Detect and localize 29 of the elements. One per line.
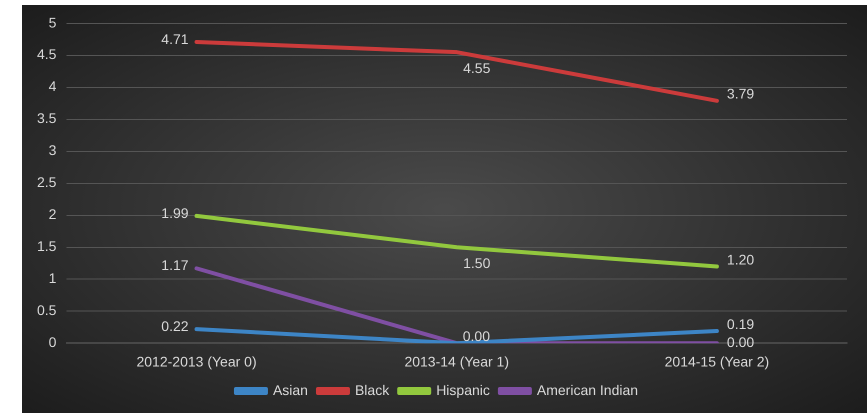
data-label: 0.22 — [161, 318, 189, 334]
data-label: 0.00 — [462, 328, 490, 344]
data-label: 0.19 — [726, 316, 754, 332]
y-tick-label: 1 — [48, 270, 57, 286]
x-tick-label: 2012-2013 (Year 0) — [136, 353, 257, 370]
data-label: 1.20 — [726, 251, 754, 268]
data-label: 1.99 — [161, 204, 189, 221]
data-label: 4.55 — [463, 60, 491, 76]
data-label: 1.50 — [463, 255, 491, 272]
y-tick-label: 2 — [48, 206, 57, 222]
data-label: 0.00 — [726, 334, 754, 350]
y-tick-label: 4.5 — [36, 46, 57, 62]
y-tick-label: 0.5 — [36, 302, 57, 318]
legend-label: American Indian — [536, 382, 638, 398]
legend-label: Asian — [272, 382, 308, 398]
y-tick-label: 3 — [48, 142, 57, 158]
x-tick-label: 2013-14 (Year 1) — [404, 353, 510, 370]
y-tick-label: 5 — [48, 14, 57, 30]
legend-label: Black — [354, 382, 390, 398]
x-tick-label: 2014-15 (Year 2) — [664, 353, 770, 370]
y-tick-label: 4 — [48, 78, 57, 94]
data-label: 4.71 — [161, 30, 189, 47]
y-tick-label: 2.5 — [36, 174, 57, 190]
y-tick-label: 1.5 — [36, 238, 57, 254]
legend-label: Hispanic — [436, 382, 490, 398]
data-label: 1.17 — [161, 257, 189, 274]
y-tick-label: 0 — [48, 334, 57, 350]
data-label: 3.79 — [726, 86, 754, 102]
y-tick-label: 3.5 — [36, 110, 57, 126]
